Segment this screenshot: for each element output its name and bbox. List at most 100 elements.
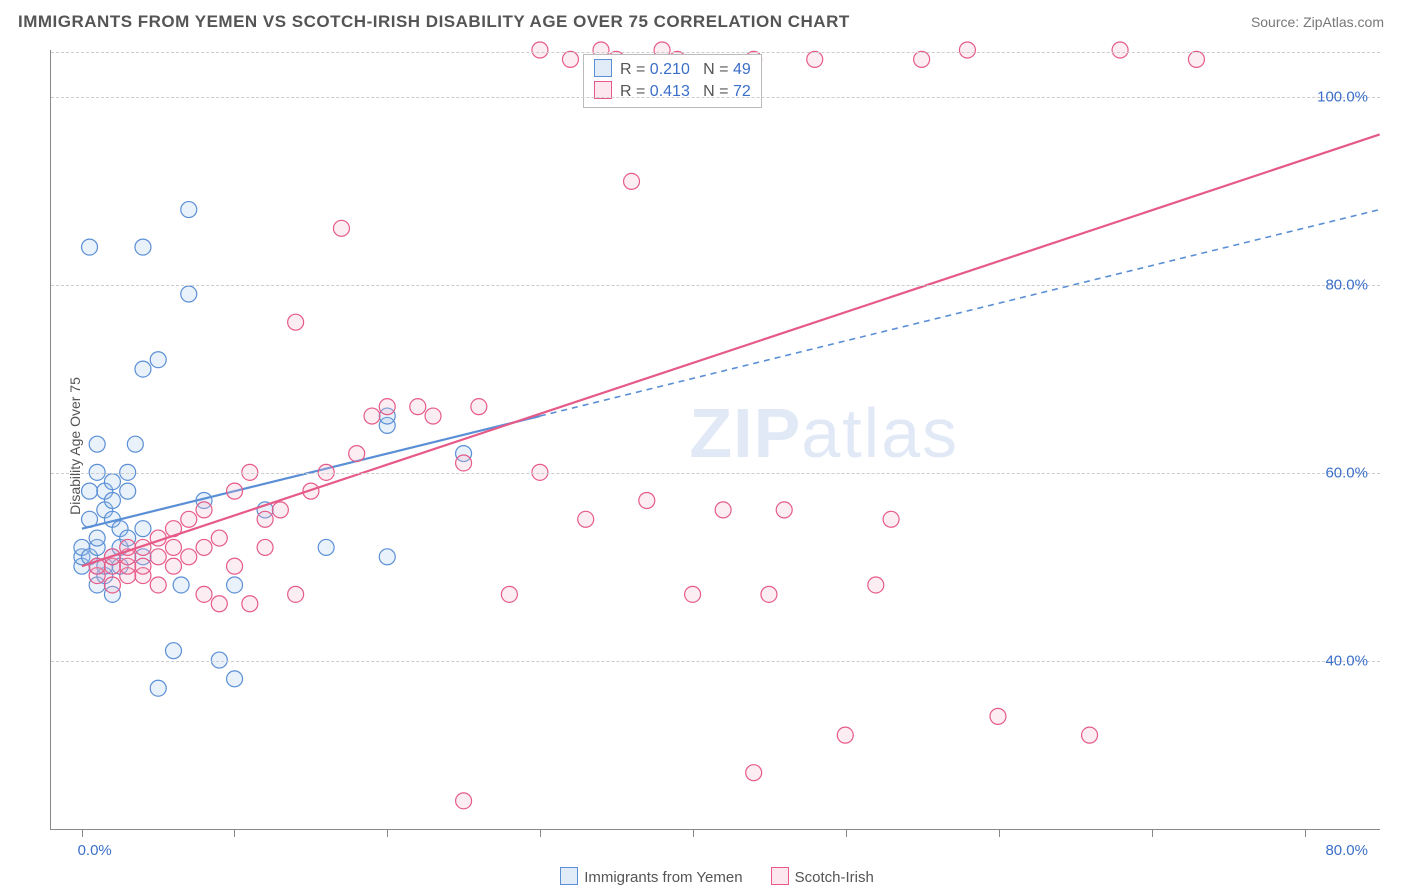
scatter-point: [501, 586, 517, 602]
x-tick: [540, 829, 541, 837]
source-attribution: Source: ZipAtlas.com: [1251, 14, 1384, 30]
scatter-point: [104, 493, 120, 509]
scatter-point: [196, 502, 212, 518]
scatter-point: [776, 502, 792, 518]
scatter-point: [868, 577, 884, 593]
scatter-point: [150, 577, 166, 593]
gridline-h: [51, 97, 1380, 98]
scatter-point: [166, 539, 182, 555]
x-tick: [82, 829, 83, 837]
scatter-point: [914, 51, 930, 67]
x-tick: [999, 829, 1000, 837]
scatter-point: [257, 511, 273, 527]
x-tick-label-end: 80.0%: [1325, 842, 1368, 859]
scatter-point: [227, 558, 243, 574]
scatter-point: [379, 399, 395, 415]
scatter-point: [150, 680, 166, 696]
scatter-point: [211, 530, 227, 546]
scatter-point: [333, 220, 349, 236]
scatter-point: [715, 502, 731, 518]
scatter-point: [1112, 42, 1128, 58]
stats-row: R = 0.413 N = 72: [594, 81, 751, 103]
x-tick: [234, 829, 235, 837]
stat-n-value: 49: [733, 61, 751, 78]
legend: Immigrants from Yemen Scotch-Irish: [0, 867, 1406, 886]
legend-swatch: [594, 59, 612, 77]
gridline-h: [51, 473, 1380, 474]
scatter-point: [127, 436, 143, 452]
scatter-point: [82, 239, 98, 255]
scatter-point: [104, 474, 120, 490]
scatter-point: [257, 539, 273, 555]
scatter-point: [578, 511, 594, 527]
scatter-point: [562, 51, 578, 67]
scatter-point: [837, 727, 853, 743]
scatter-point: [196, 539, 212, 555]
scatter-point: [120, 483, 136, 499]
legend-label: Scotch-Irish: [795, 869, 874, 886]
scatter-svg: [51, 50, 1380, 829]
scatter-point: [959, 42, 975, 58]
scatter-point: [456, 793, 472, 809]
stat-label: R =: [620, 61, 650, 78]
scatter-point: [181, 286, 197, 302]
scatter-point: [364, 408, 380, 424]
stat-label: N =: [690, 61, 733, 78]
chart-title: IMMIGRANTS FROM YEMEN VS SCOTCH-IRISH DI…: [18, 12, 850, 32]
scatter-point: [990, 708, 1006, 724]
scatter-point: [410, 399, 426, 415]
scatter-point: [288, 314, 304, 330]
scatter-point: [135, 239, 151, 255]
scatter-point: [135, 558, 151, 574]
x-tick-label-start: 0.0%: [78, 842, 112, 859]
gridline-h: [51, 52, 1380, 53]
scatter-point: [173, 577, 189, 593]
scatter-point: [425, 408, 441, 424]
scatter-point: [639, 493, 655, 509]
y-tick-label: 100.0%: [1317, 88, 1368, 105]
scatter-point: [1188, 51, 1204, 67]
scatter-point: [211, 596, 227, 612]
scatter-point: [746, 765, 762, 781]
scatter-point: [82, 483, 98, 499]
x-tick: [1152, 829, 1153, 837]
scatter-point: [883, 511, 899, 527]
stat-r-value: 0.210: [650, 61, 690, 78]
y-tick-label: 40.0%: [1325, 652, 1368, 669]
source-label: Source:: [1251, 14, 1303, 30]
gridline-h: [51, 661, 1380, 662]
x-tick: [387, 829, 388, 837]
stats-row: R = 0.210 N = 49: [594, 59, 751, 81]
x-tick: [693, 829, 694, 837]
scatter-point: [349, 446, 365, 462]
scatter-point: [196, 586, 212, 602]
scatter-point: [135, 361, 151, 377]
y-tick-label: 80.0%: [1325, 276, 1368, 293]
scatter-point: [89, 530, 105, 546]
scatter-point: [150, 549, 166, 565]
scatter-point: [166, 558, 182, 574]
trend-line-extension: [540, 210, 1380, 416]
scatter-point: [135, 521, 151, 537]
x-tick: [846, 829, 847, 837]
correlation-stats-box: R = 0.210 N = 49R = 0.413 N = 72: [583, 54, 762, 108]
scatter-point: [379, 549, 395, 565]
scatter-point: [288, 586, 304, 602]
scatter-point: [456, 455, 472, 471]
scatter-point: [242, 596, 258, 612]
scatter-point: [761, 586, 777, 602]
scatter-point: [532, 42, 548, 58]
scatter-point: [272, 502, 288, 518]
source-link[interactable]: ZipAtlas.com: [1303, 14, 1384, 30]
gridline-h: [51, 285, 1380, 286]
scatter-point: [227, 671, 243, 687]
x-tick: [1305, 829, 1306, 837]
scatter-point: [807, 51, 823, 67]
chart-plot-area: R = 0.210 N = 49R = 0.413 N = 72 ZIPatla…: [50, 50, 1380, 830]
scatter-point: [318, 539, 334, 555]
y-tick-label: 60.0%: [1325, 464, 1368, 481]
scatter-point: [624, 173, 640, 189]
legend-label: Immigrants from Yemen: [584, 869, 742, 886]
legend-swatch: [560, 867, 578, 885]
scatter-point: [1082, 727, 1098, 743]
